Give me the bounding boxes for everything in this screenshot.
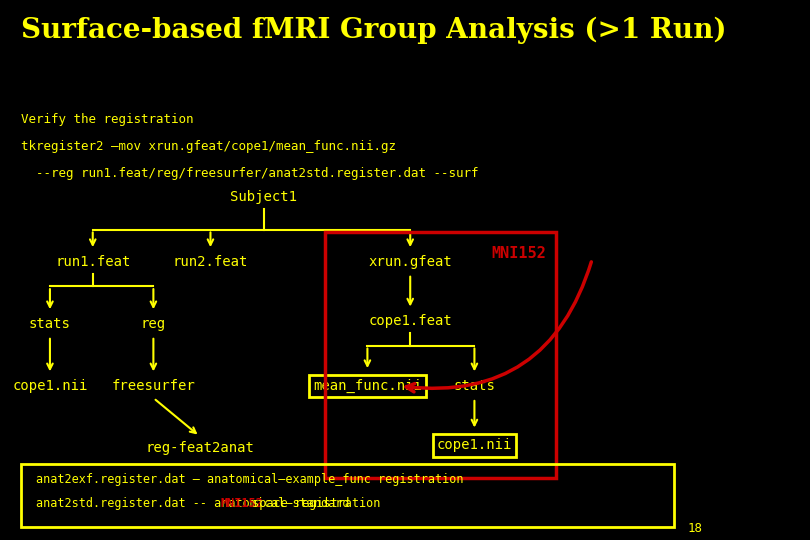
Text: stats: stats (29, 317, 71, 331)
Text: space registration: space registration (245, 497, 380, 510)
Text: 18: 18 (688, 522, 703, 535)
FancyArrowPatch shape (406, 262, 591, 392)
Text: --reg run1.feat/reg/freesurfer/anat2std.register.dat --surf: --reg run1.feat/reg/freesurfer/anat2std.… (21, 167, 479, 180)
Text: MNI152: MNI152 (491, 246, 546, 261)
Text: cope1.feat: cope1.feat (369, 314, 452, 328)
Text: stats: stats (454, 379, 496, 393)
Text: cope1.nii: cope1.nii (12, 379, 87, 393)
Text: Verify the registration: Verify the registration (21, 113, 194, 126)
Text: MNI152: MNI152 (220, 497, 263, 510)
Text: run1.feat: run1.feat (55, 255, 130, 269)
Text: reg: reg (141, 317, 166, 331)
Text: Subject1: Subject1 (231, 190, 297, 204)
Text: mean_func.nii: mean_func.nii (313, 379, 422, 393)
Text: run2.feat: run2.feat (173, 255, 248, 269)
Text: cope1.nii: cope1.nii (437, 438, 512, 453)
Text: tkregister2 –mov xrun.gfeat/cope1/mean_func.nii.gz: tkregister2 –mov xrun.gfeat/cope1/mean_f… (21, 140, 396, 153)
Text: reg-feat2anat: reg-feat2anat (145, 441, 254, 455)
Text: xrun.gfeat: xrun.gfeat (369, 255, 452, 269)
Text: anat2std.register.dat -- anatomical–standard: anat2std.register.dat -- anatomical–stan… (36, 497, 356, 510)
Text: Surface-based fMRI Group Analysis (>1 Run): Surface-based fMRI Group Analysis (>1 Ru… (21, 16, 727, 44)
Text: anat2exf.register.dat – anatomical–example_func registration: anat2exf.register.dat – anatomical–examp… (36, 472, 463, 485)
Text: freesurfer: freesurfer (112, 379, 195, 393)
